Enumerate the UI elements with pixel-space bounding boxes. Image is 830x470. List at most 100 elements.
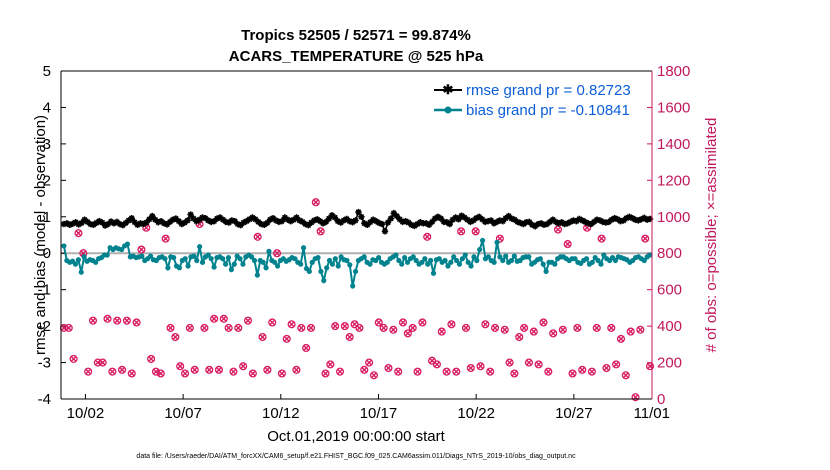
rmse-marker [210, 217, 218, 225]
rmse-marker [564, 220, 571, 227]
rmse-marker [311, 217, 318, 224]
bias-marker [497, 254, 503, 260]
rmse-marker [101, 222, 109, 229]
bias-marker [361, 254, 367, 260]
obs-possible-marker [345, 332, 354, 342]
legend-box [430, 80, 646, 122]
rmse-marker [234, 220, 241, 228]
rmse-marker [635, 217, 642, 224]
legend-rmse-label: rmse grand pr = 0.82723 [466, 82, 631, 99]
obs-assimilated-marker [593, 325, 600, 331]
rmse-marker [90, 221, 97, 228]
bias-marker [598, 261, 604, 267]
bias-marker [344, 257, 350, 264]
rmse-marker [284, 216, 291, 223]
obs-assimilated-marker [85, 368, 92, 375]
rmse-marker [449, 216, 456, 223]
left-tick-label: 3 [43, 136, 51, 153]
obs-assimilated-marker [133, 319, 140, 326]
obs-assimilated-marker [589, 368, 595, 375]
obs-assimilated-marker [419, 319, 426, 326]
bias-marker [263, 265, 269, 271]
rmse-marker [375, 219, 383, 227]
obs-possible-marker [239, 362, 248, 371]
obs-possible-marker [88, 316, 98, 325]
bias-marker [485, 254, 491, 260]
rmse-marker [405, 219, 412, 226]
obs-possible-marker [161, 234, 170, 243]
rmse-marker [623, 215, 630, 222]
obs-possible-marker [461, 323, 471, 332]
obs-possible-marker [108, 367, 117, 376]
obs-assimilated-marker [467, 365, 474, 371]
obs-possible-marker [166, 323, 175, 332]
obs-assimilated-marker [230, 368, 237, 375]
bias-marker [223, 261, 229, 267]
rmse-marker [411, 222, 418, 230]
bias-marker [324, 265, 330, 271]
chart-title-line-2: ACARS_TEMPERATURE @ 525 hPa [229, 48, 484, 65]
rmse-marker [608, 216, 615, 223]
x-axis-ticks: 10/02 10/07 10/12 10/17 10/22 10/27 11/01 [67, 394, 670, 422]
legend-bias-label: bias grand pr = -0.10841 [466, 102, 630, 119]
rmse-marker [490, 220, 498, 227]
bias-marker [445, 263, 451, 269]
rmse-marker [611, 215, 618, 222]
obs-assimilated-marker [569, 370, 576, 377]
obs-possible-marker [457, 227, 466, 236]
bias-marker [335, 263, 341, 269]
rmse-marker [319, 220, 327, 227]
rmse-marker [134, 221, 141, 228]
obs-possible-marker [573, 323, 582, 332]
obs-possible-marker [621, 371, 630, 380]
bias-marker [451, 254, 457, 260]
obs-assimilated-marker [172, 334, 179, 340]
bias-marker [419, 259, 425, 265]
obs-possible-marker [185, 323, 194, 332]
rmse-marker [196, 216, 203, 223]
rmse-marker [190, 215, 197, 222]
obs-possible-marker [311, 198, 320, 207]
bias-marker [402, 254, 408, 261]
bias-marker [81, 254, 87, 260]
rmse-marker [249, 214, 256, 221]
obs-possible-marker [263, 365, 272, 374]
obs-assimilated-marker [293, 366, 300, 373]
obs-possible-marker [277, 369, 286, 378]
rmse-marker [402, 217, 409, 225]
obs-possible-marker [495, 234, 504, 243]
obs-possible-marker [234, 323, 243, 332]
rmse-marker [505, 212, 512, 220]
rmse-marker [328, 212, 336, 219]
y-axis-label-left: rmse and bias (model - observation) [32, 115, 49, 355]
obs-assimilated-marker [482, 321, 489, 328]
obs-assimilated-marker [477, 363, 484, 370]
bias-marker [124, 241, 131, 247]
obs-possible-marker [326, 360, 335, 369]
bias-marker [465, 259, 471, 265]
rmse-marker [461, 214, 468, 221]
rmse-marker [269, 215, 277, 222]
obs-assimilated-marker [177, 363, 184, 370]
obs-assimilated-marker [182, 370, 188, 377]
obs-assimilated-marker [555, 226, 561, 233]
obs-possible-marker [127, 369, 136, 378]
rmse-marker [334, 217, 342, 225]
obs-assimilated-marker [75, 230, 82, 237]
right-tick-label: 400 [657, 318, 682, 335]
bias-marker [540, 261, 546, 267]
obs-assimilated-marker [603, 365, 610, 371]
rmse-marker [646, 215, 654, 223]
rmse-marker [381, 228, 389, 235]
obs-possible-marker [394, 367, 403, 376]
obs-assimilated-marker [308, 325, 314, 331]
rmse-marker [364, 221, 371, 228]
bias-marker [511, 253, 517, 259]
obs-assimilated-marker [559, 326, 566, 333]
bias-marker [208, 256, 214, 262]
obs-possible-marker [205, 365, 214, 374]
right-tick-label: 1000 [657, 209, 690, 226]
rmse-marker [417, 219, 424, 226]
rmse-marker [520, 220, 527, 228]
